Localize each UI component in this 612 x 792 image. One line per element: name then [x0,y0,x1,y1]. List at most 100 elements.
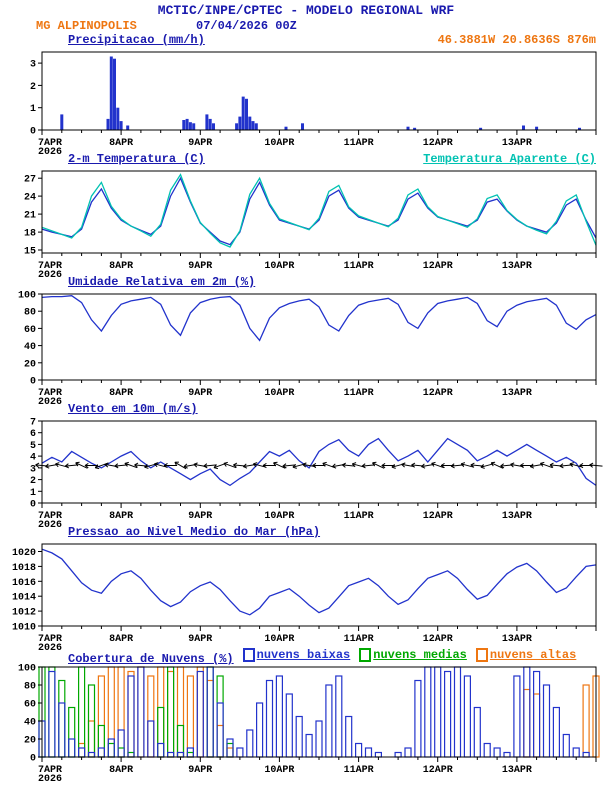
svg-text:60: 60 [24,325,36,336]
station-name: MG ALPINOPOLIS [36,19,137,33]
svg-text:13APR: 13APR [502,765,532,776]
svg-text:10APR: 10APR [264,261,294,272]
svg-text:7APR: 7APR [38,138,62,149]
svg-text:2: 2 [30,82,36,93]
svg-text:3: 3 [30,464,36,475]
svg-text:9APR: 9APR [188,261,212,272]
pressure-title-row: Pressao ao Nivel Medio do Mar (hPa) [0,525,612,540]
svg-text:13APR: 13APR [502,388,532,399]
svg-text:9APR: 9APR [188,511,212,522]
legend-nuvens-altas: nuvens altas [475,648,577,662]
svg-text:0: 0 [30,500,36,511]
wind-title-row: Vento em 10m (m/s) [0,402,612,417]
legend-nuvens-altas-label: nuvens altas [489,648,577,662]
run-datetime: 07/04/2026 00Z [196,19,297,33]
svg-text:11APR: 11APR [344,511,374,522]
legend-nuvens-medias-label: nuvens medias [373,648,467,662]
svg-text:20: 20 [24,736,36,747]
svg-text:40: 40 [24,718,36,729]
legend-nuvens-baixas-label: nuvens baixas [256,648,351,662]
panel-title-humidity: Umidade Relativa em 2m (%) [68,275,256,289]
svg-text:24: 24 [24,193,36,204]
legend-nuvens-medias: nuvens medias [359,648,467,662]
svg-text:13APR: 13APR [502,138,532,149]
svg-text:10APR: 10APR [264,765,294,776]
svg-text:10APR: 10APR [264,388,294,399]
page-title: MCTIC/INPE/CPTEC - MODELO REGIONAL WRF [157,3,455,18]
svg-text:11APR: 11APR [344,634,374,645]
svg-text:1014: 1014 [12,593,36,604]
svg-text:12APR: 12APR [423,388,453,399]
svg-text:4: 4 [30,453,36,464]
svg-text:15: 15 [24,247,36,258]
svg-text:9APR: 9APR [188,634,212,645]
precipitation-title-row: Precipitacao (mm/h) 46.3881W 20.8636S 87… [0,33,612,48]
svg-text:8APR: 8APR [109,511,133,522]
panel-title-precipitation: Precipitacao (mm/h) [68,33,205,47]
svg-text:9APR: 9APR [188,765,212,776]
clouds-title-row: Cobertura de Nuvens (%) nuvens baixas nu… [0,648,612,666]
legend-nuvens-baixas: nuvens baixas [242,648,351,662]
nuvens-altas-swatch-icon [475,648,488,662]
svg-text:12APR: 12APR [423,261,453,272]
svg-text:12APR: 12APR [423,765,453,776]
svg-text:2026: 2026 [38,397,62,408]
panel-title-temperature: 2-m Temperatura (C) [68,152,205,166]
svg-text:11APR: 11APR [344,138,374,149]
svg-text:2026: 2026 [38,147,62,158]
svg-text:2026: 2026 [38,520,62,531]
svg-text:80: 80 [24,308,36,319]
svg-text:1: 1 [30,104,36,115]
svg-text:8APR: 8APR [109,765,133,776]
svg-text:1: 1 [30,488,36,499]
humidity-title-row: Umidade Relativa em 2m (%) [0,275,612,290]
panel-title-wind: Vento em 10m (m/s) [68,402,198,416]
svg-text:11APR: 11APR [344,765,374,776]
svg-text:100: 100 [18,291,36,302]
station-coords: 46.3881W 20.8636S 876m [437,33,596,47]
svg-text:100: 100 [18,664,36,675]
svg-text:7APR: 7APR [38,634,62,645]
svg-text:11APR: 11APR [344,261,374,272]
apparent-temperature-label: Temperatura Aparente (C) [423,152,596,166]
svg-text:3: 3 [30,60,36,71]
nuvens-baixas-swatch-icon [242,648,255,662]
svg-text:2026: 2026 [38,774,62,785]
svg-text:5: 5 [30,441,36,452]
svg-text:10APR: 10APR [264,511,294,522]
svg-text:2: 2 [30,476,36,487]
svg-text:20: 20 [24,359,36,370]
svg-text:1020: 1020 [12,548,36,559]
svg-text:13APR: 13APR [502,634,532,645]
svg-text:1016: 1016 [12,578,36,589]
svg-text:80: 80 [24,682,36,693]
svg-text:7APR: 7APR [38,388,62,399]
svg-text:13APR: 13APR [502,511,532,522]
svg-text:2026: 2026 [38,270,62,281]
svg-text:9APR: 9APR [188,138,212,149]
temperature-title-row: 2-m Temperatura (C) Temperatura Aparente… [0,152,612,167]
svg-text:8APR: 8APR [109,138,133,149]
svg-text:10APR: 10APR [264,138,294,149]
svg-text:21: 21 [24,211,36,222]
svg-text:40: 40 [24,342,36,353]
svg-text:1018: 1018 [12,563,36,574]
panel-title-pressure: Pressao ao Nivel Medio do Mar (hPa) [68,525,321,539]
svg-text:18: 18 [24,229,36,240]
svg-text:6: 6 [30,429,36,440]
nuvens-medias-swatch-icon [359,648,372,662]
svg-text:7APR: 7APR [38,765,62,776]
svg-text:60: 60 [24,700,36,711]
panel-title-clouds: Cobertura de Nuvens (%) [68,652,234,666]
svg-text:11APR: 11APR [344,388,374,399]
svg-text:7APR: 7APR [38,511,62,522]
svg-text:8APR: 8APR [109,261,133,272]
svg-text:10APR: 10APR [264,634,294,645]
svg-text:12APR: 12APR [423,511,453,522]
